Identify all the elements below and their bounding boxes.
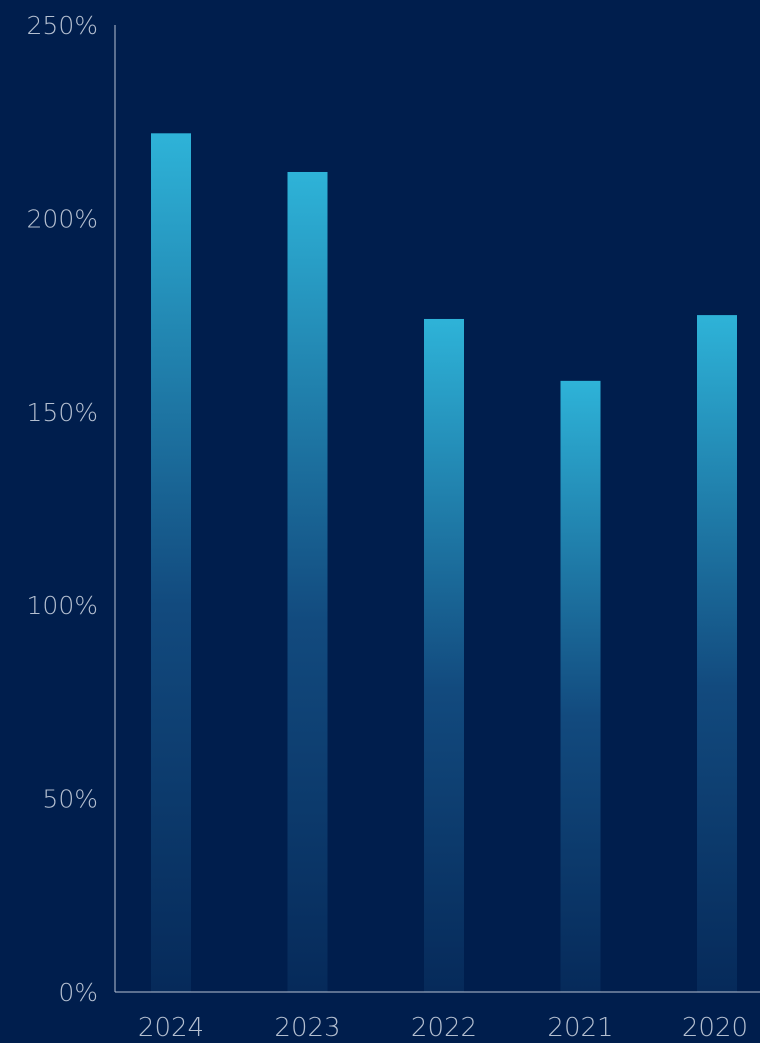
bar-2020 <box>697 315 737 993</box>
bar-2022 <box>424 318 464 992</box>
y-tick-labels: 0% 50% 100% 150% 200% 250% <box>27 11 98 1007</box>
bar-2021 <box>560 380 601 993</box>
x-tick-label: 2023 <box>274 1013 340 1039</box>
y-tick-label: 200% <box>27 204 98 233</box>
y-tick-label: 50% <box>42 785 98 814</box>
y-tick-label: 150% <box>27 398 98 427</box>
y-tick-label: 100% <box>27 591 98 620</box>
bar-2024 <box>151 133 191 992</box>
axes-layer <box>114 25 760 993</box>
bars-layer <box>151 133 737 993</box>
y-tick-label: 250% <box>27 11 98 40</box>
y-tick-label: 0% <box>58 978 98 1007</box>
x-tick-label: 2021 <box>547 1013 613 1039</box>
x-tick-label: 2024 <box>138 1013 204 1039</box>
bar-2023 <box>287 171 328 992</box>
x-tick-label: 2020 <box>682 1013 748 1039</box>
x-tick-labels: 2024 2023 2022 2021 2020 <box>138 1013 748 1043</box>
x-tick-label: 2022 <box>411 1013 477 1039</box>
